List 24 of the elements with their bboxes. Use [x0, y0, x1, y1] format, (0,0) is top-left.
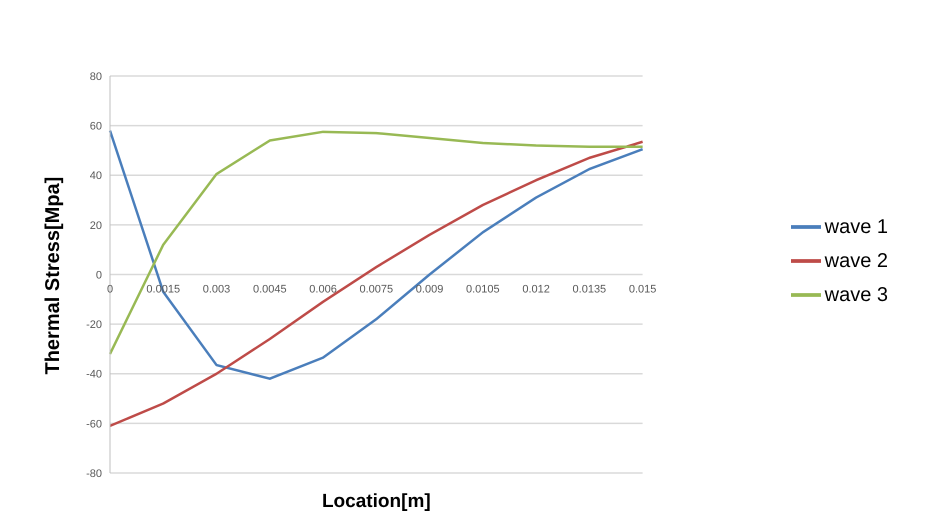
x-tick-label: 0.012 [522, 284, 550, 296]
x-tick-label: 0 [106, 284, 114, 296]
y-tick-label: -40 [86, 368, 102, 381]
y-tick-label: -80 [86, 468, 102, 480]
x-tick-label: 0.009 [416, 284, 444, 296]
y-tick-label: 40 [90, 170, 102, 182]
x-tick-label: 0.003 [202, 284, 230, 296]
y-tick-label: 60 [90, 120, 102, 133]
x-tick-label: 0.015 [628, 284, 656, 296]
x-tick-label: 0.006 [309, 284, 337, 296]
y-tick-label: -20 [86, 319, 102, 332]
x-tick-label: 0.0105 [466, 284, 500, 296]
y-tick-label: 20 [90, 220, 102, 232]
legend-label: wave 2 [824, 250, 888, 272]
legend-label: wave 3 [824, 284, 888, 306]
y-tick-label: 0 [96, 269, 102, 282]
x-axis-title: Location[m] [322, 491, 431, 512]
y-axis-title: Thermal Stress[Mpa] [42, 176, 64, 374]
y-tick-label: 80 [90, 70, 102, 83]
y-tick-label: -60 [86, 418, 102, 430]
legend-label: wave 1 [824, 216, 888, 238]
x-tick-label: 0.0075 [359, 284, 394, 296]
x-tick-label: 0.0135 [572, 284, 606, 296]
x-tick-label: 0.0045 [252, 284, 287, 296]
